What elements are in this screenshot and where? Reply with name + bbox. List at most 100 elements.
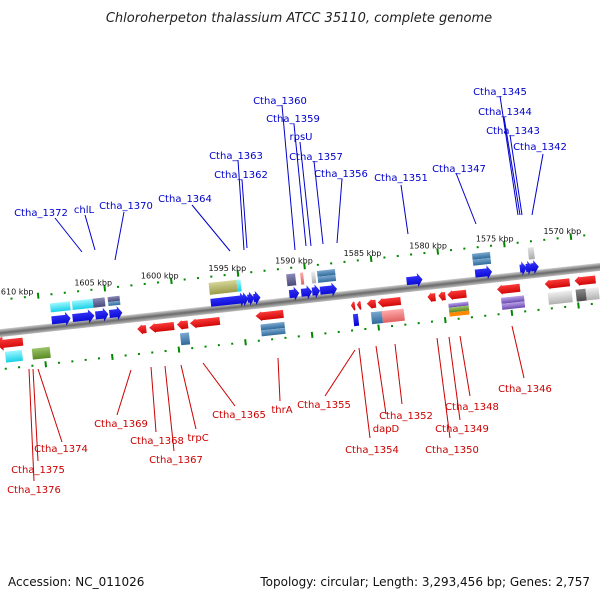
scale-tick xyxy=(164,349,167,353)
scale-tick xyxy=(404,323,407,326)
genome-band: 1610 kbp 1605 kbp 1600 kbp 1595 kbp 1590… xyxy=(0,227,600,370)
protein-domain xyxy=(471,251,491,260)
scale-tick xyxy=(564,305,567,309)
gene-arrow-forward xyxy=(108,306,123,321)
protein-domain xyxy=(316,268,336,277)
protein-domain xyxy=(472,257,492,266)
label-leader-line xyxy=(277,357,281,402)
scale-tick xyxy=(116,285,120,288)
protein-domain xyxy=(300,272,305,285)
scale-tick xyxy=(31,364,34,367)
protein-domain xyxy=(260,321,285,331)
scale-tick xyxy=(250,271,253,274)
scale-tick xyxy=(257,339,260,342)
scale-tick xyxy=(191,347,194,350)
scale-tick xyxy=(577,302,580,309)
scale-label: 1610 kbp xyxy=(0,287,34,296)
scale-tick xyxy=(57,361,61,364)
gene-arrow-forward xyxy=(288,286,300,301)
gene-label: Ctha_1346 xyxy=(498,384,552,395)
scale-tick xyxy=(569,233,573,240)
label-leader-line xyxy=(459,335,471,397)
scale-tick xyxy=(236,270,240,277)
gene-label: Ctha_1376 xyxy=(7,485,61,496)
scale-tick xyxy=(583,234,586,237)
scale-tick xyxy=(303,263,306,270)
protein-domain xyxy=(310,271,317,284)
label-leader-line xyxy=(116,369,132,416)
scale-tick xyxy=(231,342,234,345)
gene-arrow-reverse xyxy=(427,292,436,303)
accession-text: Accession: NC_011026 xyxy=(8,575,144,589)
scale-tick xyxy=(177,346,181,353)
scale-tick xyxy=(44,361,48,368)
gene-arrow-forward xyxy=(51,311,71,326)
scale-tick xyxy=(204,345,207,348)
scale-tick xyxy=(502,241,506,248)
protein-domain xyxy=(179,332,191,346)
scale-tick xyxy=(71,360,74,363)
gene-label: Ctha_1364 xyxy=(158,194,212,205)
scale-tick xyxy=(364,327,367,331)
gene-arrow-reverse xyxy=(0,336,24,351)
scale-tick xyxy=(36,292,40,299)
scale-tick xyxy=(383,256,386,259)
scale-tick xyxy=(396,254,399,258)
gene-label: Ctha_1352 xyxy=(379,411,433,422)
gene-label: Ctha_1355 xyxy=(297,400,351,411)
label-leader-line xyxy=(54,217,83,253)
scale-tick xyxy=(337,330,340,334)
label-leader-line xyxy=(436,337,451,439)
scale-tick xyxy=(330,262,333,265)
scale-tick xyxy=(263,269,266,272)
gene-label: Ctha_1345 xyxy=(473,87,527,98)
protein-domain xyxy=(448,301,469,308)
label-leader-line xyxy=(281,104,296,251)
gene-arrow-forward xyxy=(300,285,313,300)
protein-domain xyxy=(49,301,71,313)
gene-label: Ctha_1350 xyxy=(425,445,479,456)
scale-tick xyxy=(449,249,453,252)
scale-tick xyxy=(417,322,420,325)
gene-arrow-forward xyxy=(530,260,539,275)
scale-tick xyxy=(430,320,434,323)
scale-tick xyxy=(316,263,319,266)
gene-arrow-forward xyxy=(519,261,527,276)
gene-arrow-forward xyxy=(210,292,246,307)
scale-tick xyxy=(470,316,474,319)
scale-labels: 1610 kbp 1605 kbp 1600 kbp 1595 kbp 1590… xyxy=(0,227,581,296)
scale-label: 1605 kbp xyxy=(74,279,112,288)
gene-arrow-forward xyxy=(474,265,493,280)
scale-tick xyxy=(50,293,53,296)
scale-tick xyxy=(436,248,440,255)
label-leader-line xyxy=(191,204,231,252)
scale-tick xyxy=(103,285,107,292)
gene-arrow-forward xyxy=(311,284,321,299)
scale-tick xyxy=(151,351,154,354)
protein-domain xyxy=(352,313,360,327)
gene-label: Ctha_1374 xyxy=(34,444,88,455)
gene-label: Ctha_1343 xyxy=(486,126,540,137)
label-leader-line xyxy=(511,325,525,379)
gene-arrow-forward xyxy=(241,292,249,307)
protein-domain xyxy=(31,346,51,360)
protein-domain xyxy=(575,288,587,302)
label-leader-line xyxy=(336,178,343,244)
scale-tick xyxy=(217,344,220,347)
scale-tick xyxy=(110,353,114,361)
gene-label: Ctha_1368 xyxy=(130,436,184,447)
scale-tick xyxy=(369,255,373,263)
gene-label: Ctha_1367 xyxy=(149,455,203,466)
scale-tick xyxy=(543,238,546,241)
scale-label: 1595 kbp xyxy=(209,264,247,273)
scale-tick xyxy=(463,247,466,250)
label-leader-line xyxy=(84,214,96,251)
label-leader-line xyxy=(509,134,523,216)
gene-label: Ctha_1360 xyxy=(253,96,307,107)
protein-domain xyxy=(208,279,238,295)
gene-label: Ctha_1357 xyxy=(289,152,343,163)
label-leader-line xyxy=(114,211,125,261)
scale-tick xyxy=(271,338,274,341)
scale-tick xyxy=(423,251,426,255)
